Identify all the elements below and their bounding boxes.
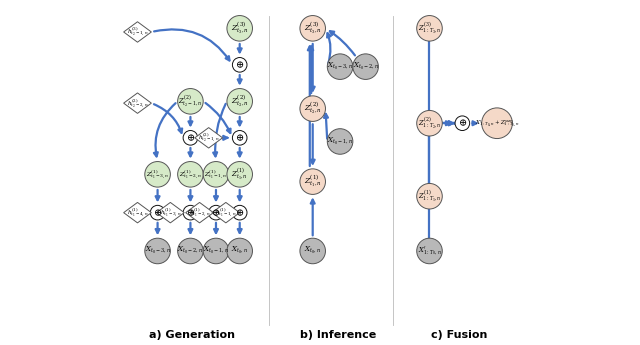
Polygon shape	[124, 93, 152, 114]
Text: $X_{t_0,n}$: $X_{t_0,n}$	[304, 245, 321, 256]
Circle shape	[417, 184, 442, 209]
Text: $\oplus$: $\oplus$	[211, 207, 221, 218]
Circle shape	[232, 130, 247, 145]
Text: $\oplus$: $\oplus$	[235, 132, 244, 143]
Text: $\oplus$: $\oplus$	[235, 207, 244, 218]
Text: $X_{t_0-1,n}$: $X_{t_0-1,n}$	[327, 136, 353, 147]
Text: a) Generation: a) Generation	[149, 330, 236, 340]
Text: $h^{(1)}_{t_1-4,n}$: $h^{(1)}_{t_1-4,n}$	[127, 206, 148, 219]
Circle shape	[227, 238, 252, 264]
Text: $Z^{(1)}_{t_1-2,n}$: $Z^{(1)}_{t_1-2,n}$	[179, 168, 202, 181]
Text: $X_{t_0,n}$: $X_{t_0,n}$	[231, 245, 248, 256]
Text: $X_{t_0-1,n}$: $X_{t_0-1,n}$	[203, 245, 229, 256]
Polygon shape	[124, 203, 152, 223]
Circle shape	[417, 16, 442, 41]
Text: $Z^{(1)}_{1:T_1,n}$: $Z^{(1)}_{1:T_1,n}$	[418, 188, 441, 204]
Circle shape	[300, 238, 326, 264]
Text: $Z^{(3)}_{t_3,n}$: $Z^{(3)}_{t_3,n}$	[230, 20, 249, 36]
Circle shape	[300, 169, 326, 194]
Text: $h^{(1)}_{t_1-3,n}$: $h^{(1)}_{t_1-3,n}$	[159, 206, 181, 219]
Polygon shape	[195, 128, 223, 148]
Circle shape	[178, 161, 204, 187]
Circle shape	[327, 54, 353, 79]
Polygon shape	[124, 22, 152, 42]
Circle shape	[227, 89, 252, 114]
Circle shape	[204, 238, 228, 264]
Text: $X^{\prime}_{1:T_0,n}$: $X^{\prime}_{1:T_0,n}$	[418, 245, 442, 257]
Text: $\oplus$: $\oplus$	[186, 207, 195, 218]
Circle shape	[209, 205, 223, 220]
Circle shape	[183, 130, 198, 145]
Text: $\oplus$: $\oplus$	[153, 207, 162, 218]
Circle shape	[204, 161, 228, 187]
Circle shape	[232, 58, 247, 72]
Circle shape	[353, 54, 378, 79]
Text: $\oplus$: $\oplus$	[458, 118, 467, 128]
Text: $h^{(1)}_{t_1-1,n}$: $h^{(1)}_{t_1-1,n}$	[215, 206, 237, 219]
Text: $h^{(1)}_{t_1-2,n}$: $h^{(1)}_{t_1-2,n}$	[189, 206, 211, 219]
Text: $X_{t_0-2,n}$: $X_{t_0-2,n}$	[177, 245, 204, 256]
Circle shape	[300, 16, 326, 41]
Circle shape	[327, 129, 353, 154]
Circle shape	[232, 205, 247, 220]
Polygon shape	[212, 203, 240, 223]
Circle shape	[227, 161, 252, 187]
Text: $Z^{(1)}_{t_1,n}$: $Z^{(1)}_{t_1,n}$	[232, 167, 248, 182]
Text: b) Inference: b) Inference	[300, 330, 376, 340]
Circle shape	[178, 238, 204, 264]
Polygon shape	[186, 203, 213, 223]
Text: $\oplus$: $\oplus$	[235, 60, 244, 70]
Circle shape	[145, 161, 170, 187]
Text: $Z^{(1)}_{t_1-1,n}$: $Z^{(1)}_{t_1-1,n}$	[204, 168, 228, 181]
Circle shape	[227, 16, 252, 41]
Circle shape	[183, 205, 198, 220]
Text: $X_{t_0-3,n}$: $X_{t_0-3,n}$	[327, 61, 353, 72]
Text: $h^{(2)}_{t_2-2,n}$: $h^{(2)}_{t_2-2,n}$	[127, 97, 148, 110]
Circle shape	[178, 89, 204, 114]
Circle shape	[455, 116, 470, 130]
Circle shape	[417, 238, 442, 264]
Text: $\oplus$: $\oplus$	[186, 132, 195, 143]
Text: $Z^{(2)}_{t_2,n}$: $Z^{(2)}_{t_2,n}$	[230, 93, 249, 109]
Circle shape	[482, 108, 513, 139]
Text: $Z^{(1)}_{t_1,n}$: $Z^{(1)}_{t_1,n}$	[304, 174, 322, 189]
Text: $h^{(2)}_{t_2-1,n}$: $h^{(2)}_{t_2-1,n}$	[198, 131, 220, 144]
Text: $Z^{(2)}_{t_2-1,n}$: $Z^{(2)}_{t_2-1,n}$	[178, 93, 203, 109]
Circle shape	[417, 110, 442, 136]
Polygon shape	[157, 203, 184, 223]
Circle shape	[150, 205, 165, 220]
Text: $Z^{(2)}_{t_2,n}$: $Z^{(2)}_{t_2,n}$	[304, 101, 322, 117]
Text: $Z^{(3)}_{1:T_3,n}$: $Z^{(3)}_{1:T_3,n}$	[418, 20, 441, 36]
Circle shape	[300, 96, 326, 121]
Text: $X_{t_0-3,n}$: $X_{t_0-3,n}$	[145, 245, 171, 256]
Circle shape	[145, 238, 170, 264]
Text: $X_{t_0-2,n}$: $X_{t_0-2,n}$	[353, 61, 379, 72]
Text: c) Fusion: c) Fusion	[431, 330, 487, 340]
Text: $Z^{(2)}_{1:T_2,n}$: $Z^{(2)}_{1:T_2,n}$	[418, 116, 441, 131]
Text: $Z^{(3)}_{t_3,n}$: $Z^{(3)}_{t_3,n}$	[304, 20, 322, 36]
Text: $h^{(3)}_{t_2-1,n}$: $h^{(3)}_{t_2-1,n}$	[127, 26, 148, 38]
Text: $X^{\prime}_{1:T_0,n}+Z^{sum}_{1:T_0,n}$: $X^{\prime}_{1:T_0,n}+Z^{sum}_{1:T_0,n}$	[475, 118, 520, 129]
Text: $Z^{(1)}_{t_1-3,n}$: $Z^{(1)}_{t_1-3,n}$	[146, 168, 169, 181]
